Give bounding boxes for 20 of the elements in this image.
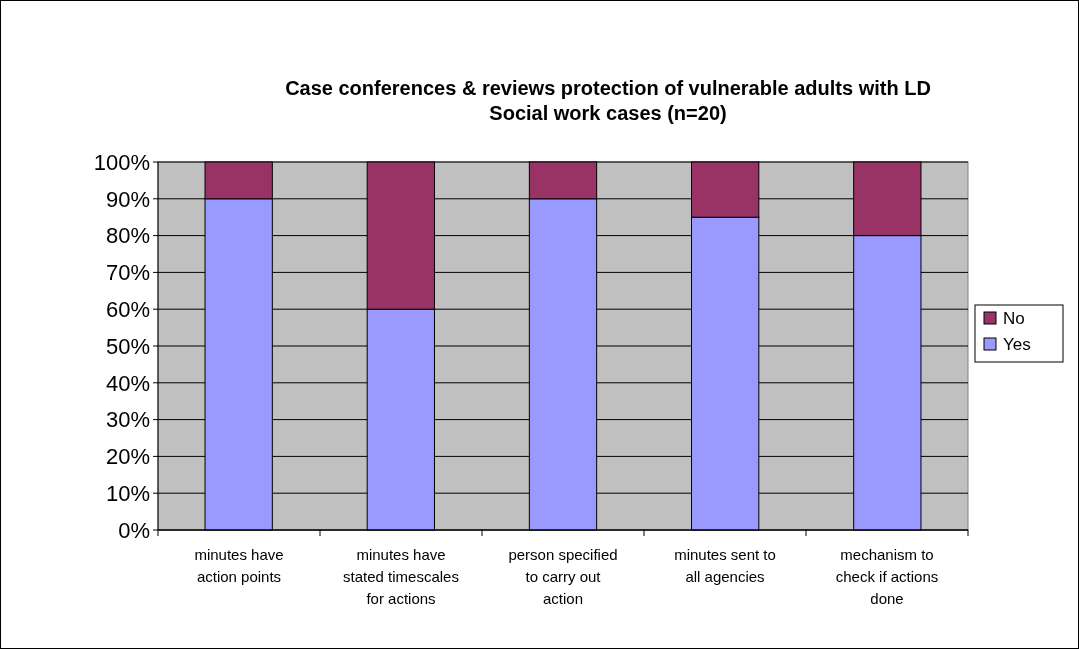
x-tick-label: person specified to carry out action	[508, 546, 618, 607]
legend-label: No	[1003, 308, 1025, 328]
legend-label: Yes	[1003, 334, 1031, 354]
x-tick-label: minutes have stated timescales for actions	[343, 546, 459, 607]
y-tick-label: 60%	[105, 296, 150, 322]
x-tick-label: minutes have action points	[194, 546, 284, 585]
y-tick-label: 70%	[105, 260, 150, 286]
y-tick-label: 80%	[105, 223, 150, 249]
y-tick-label: 0%	[118, 517, 150, 543]
y-tick-label: 20%	[105, 444, 150, 470]
x-tick-label: minutes sent to all agencies	[674, 546, 776, 585]
chart-title: Case conferences & reviews protection of vulnerable adults with LD	[285, 77, 931, 99]
y-tick-label: 50%	[105, 333, 150, 359]
y-tick-label: 100%	[93, 149, 150, 175]
y-tick-label: 90%	[105, 186, 150, 212]
x-tick-label: mechanism to check if actions done	[835, 546, 939, 607]
y-tick-label: 30%	[105, 407, 150, 433]
y-tick-label: 40%	[105, 370, 150, 396]
chart-subtitle: Social work cases (n=20)	[489, 102, 727, 124]
y-tick-label: 10%	[105, 480, 150, 506]
